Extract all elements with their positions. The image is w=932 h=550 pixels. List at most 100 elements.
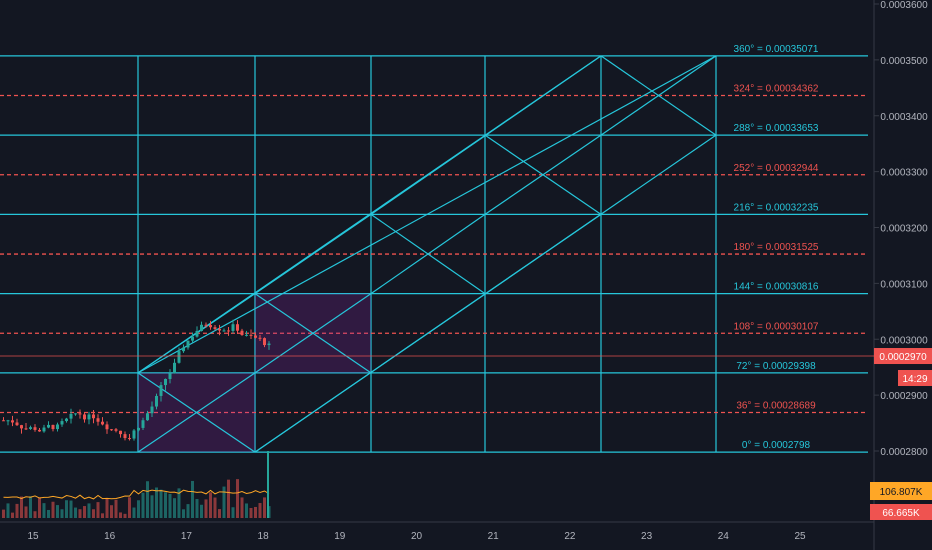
volume-bar [74,507,77,518]
candle-body [33,427,37,430]
countdown-text: 14:29 [902,374,927,385]
volume-tag [870,482,932,500]
candle-body [87,414,91,420]
volume-bar [128,497,131,518]
candle-body [15,422,19,426]
gann-diagonal [254,213,602,453]
candle-body [231,324,235,331]
volume-bar [42,503,46,518]
gann-level-label: 144° = 0.00030816 [734,282,819,293]
price-tags: 0.0002970 14:29 106.807K 66.665K [0,348,932,520]
candle-body [29,427,32,429]
gann-level-label: 324° = 0.00034362 [734,84,819,95]
candle-body [78,413,82,415]
volume-bar [56,505,59,518]
volume-bar [173,498,176,518]
volume-bar [92,509,95,518]
candle-body [222,330,226,332]
candle-body [11,420,14,423]
gann-level-labels: 0° = 0.0002798 36° = 0.00028689 72° = 0.00… [734,44,819,451]
gann-diagonal [137,372,256,453]
price-axis-panel[interactable] [874,0,932,550]
gann-levels [0,55,868,453]
candle-body [132,430,136,439]
volume-bars [2,451,271,518]
candle-body [74,413,77,415]
gann-level-label: 0° = 0.0002798 [742,440,811,451]
candle-body [92,414,95,419]
candle-body [51,424,55,430]
volume-bar [164,492,167,518]
candle-body [263,338,266,346]
candle-body [227,330,230,332]
volume-bar [249,507,253,518]
gann-level-label: 216° = 0.00032235 [734,202,819,213]
volume-bar [209,492,212,518]
gann-diagonal [370,55,602,215]
volume-bar [33,511,37,518]
candle-body [258,337,262,339]
candle-body [56,424,59,430]
candle-body [236,324,239,331]
volume-bar [65,500,68,518]
candle-body [195,330,199,337]
candle-body [69,413,73,419]
candle-body [267,343,271,346]
candle-body [141,420,145,428]
volume-bar [96,502,100,518]
candle-body [105,424,109,430]
volume-bar [213,497,217,518]
price-tick-label: 0.0002800 [880,447,928,458]
candle-body [114,429,118,431]
volume-bar [200,504,203,518]
price-tick-label: 0.0003200 [880,224,928,235]
candle-body [191,336,194,341]
candle-body [20,425,23,429]
gann-level-label: 252° = 0.00032944 [734,163,819,174]
volume-bar [20,496,23,518]
candle-body [168,373,172,379]
volume-bar [24,506,28,518]
time-axis-ticks: 15 16 17 18 19 20 21 22 23 24 25 [27,531,806,542]
candle-body [177,351,181,363]
candle-body [65,418,68,422]
candle-body [146,413,149,421]
price-tick-label: 0.0003400 [880,112,928,123]
volume-bar [191,480,194,518]
candle-body [245,334,248,336]
candle-body [200,324,203,331]
candle-body [204,324,208,326]
time-tick-label: 24 [718,531,730,542]
volume-bar [60,509,64,518]
time-tick-label: 22 [564,531,576,542]
current-price-tag [874,348,932,365]
candle-body [186,340,190,348]
volume-bar [254,506,257,518]
volume-bar [105,498,109,518]
candle-body [218,328,221,331]
volume-bar [101,513,104,518]
price-tick-label: 0.0003500 [880,56,928,67]
volume-bar [15,503,19,518]
candle-body [150,406,154,414]
volume-bar [47,509,50,518]
countdown-tag [898,370,932,386]
candle-body [164,378,167,386]
volume-tag-2 [870,504,932,520]
volume-bar [245,503,248,518]
candle-body [173,362,176,374]
volume-bar [150,495,154,518]
candle-body [137,427,140,431]
candle-body [47,424,50,428]
candle-body [209,325,212,328]
candle-body [2,420,5,422]
candle-body [213,327,217,329]
volume-bar [146,481,149,518]
price-tick-label: 0.0003300 [880,168,928,179]
current-price-text: 0.0002970 [879,352,927,363]
volume-bar [236,479,239,518]
candle-body [38,429,41,432]
candle-body [101,421,104,425]
